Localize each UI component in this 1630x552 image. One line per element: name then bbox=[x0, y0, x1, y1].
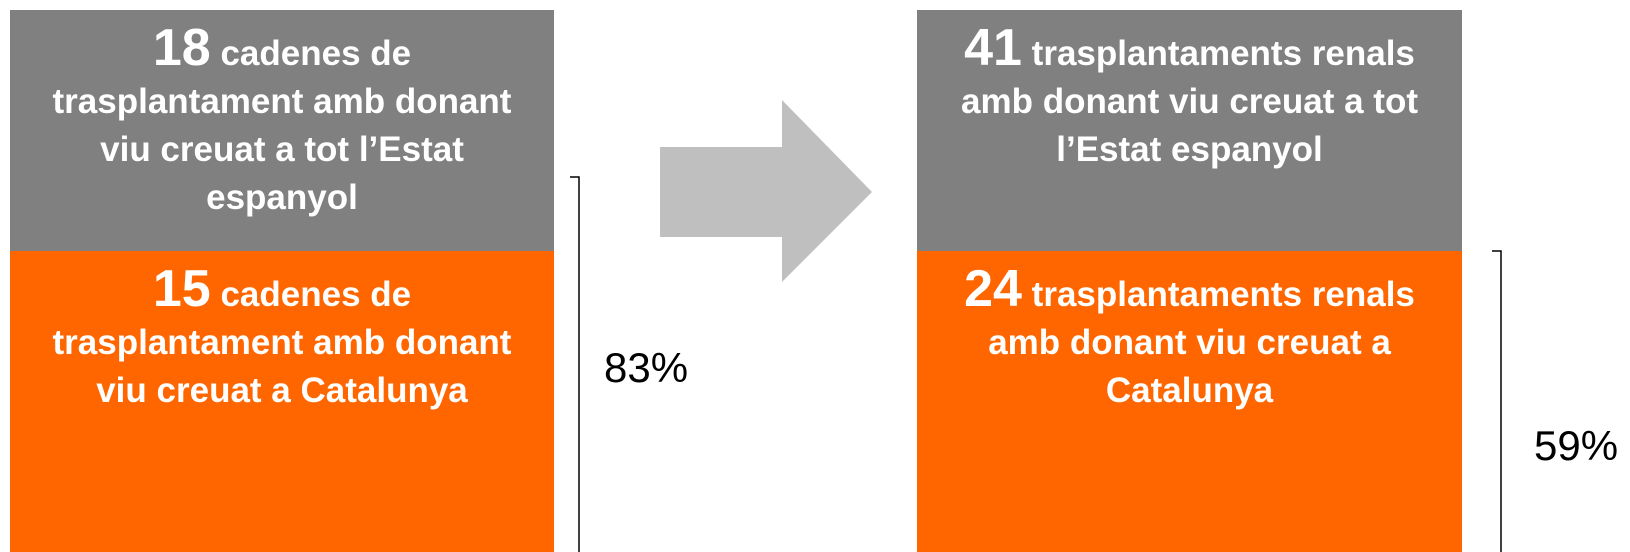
number: 24 bbox=[964, 260, 1022, 318]
bottom-box: 24 trasplantaments renals amb donant viu… bbox=[917, 251, 1462, 552]
arrow-head bbox=[782, 100, 872, 282]
percent: 83% bbox=[604, 344, 689, 391]
description: trasplantaments renals amb donant viu cr… bbox=[988, 275, 1415, 410]
bracket bbox=[1492, 250, 1502, 552]
arrow-body bbox=[660, 147, 783, 237]
number: 18 bbox=[152, 19, 211, 77]
number: 41 bbox=[964, 19, 1022, 77]
bracket bbox=[570, 176, 580, 552]
top-box: 41 trasplantaments renals amb donant viu… bbox=[917, 10, 1462, 251]
percent: 59% bbox=[1534, 422, 1619, 469]
description: trasplantaments renals amb donant viu cr… bbox=[961, 34, 1418, 169]
number: 15 bbox=[152, 260, 211, 318]
description: cadenes de trasplantament amb donant viu… bbox=[52, 34, 512, 217]
top-box: 18 cadenes de trasplantament amb donant … bbox=[10, 10, 554, 251]
bottom-box: 15 cadenes de trasplantament amb donant … bbox=[10, 251, 554, 552]
description: cadenes de trasplantament amb donant viu… bbox=[52, 275, 512, 410]
